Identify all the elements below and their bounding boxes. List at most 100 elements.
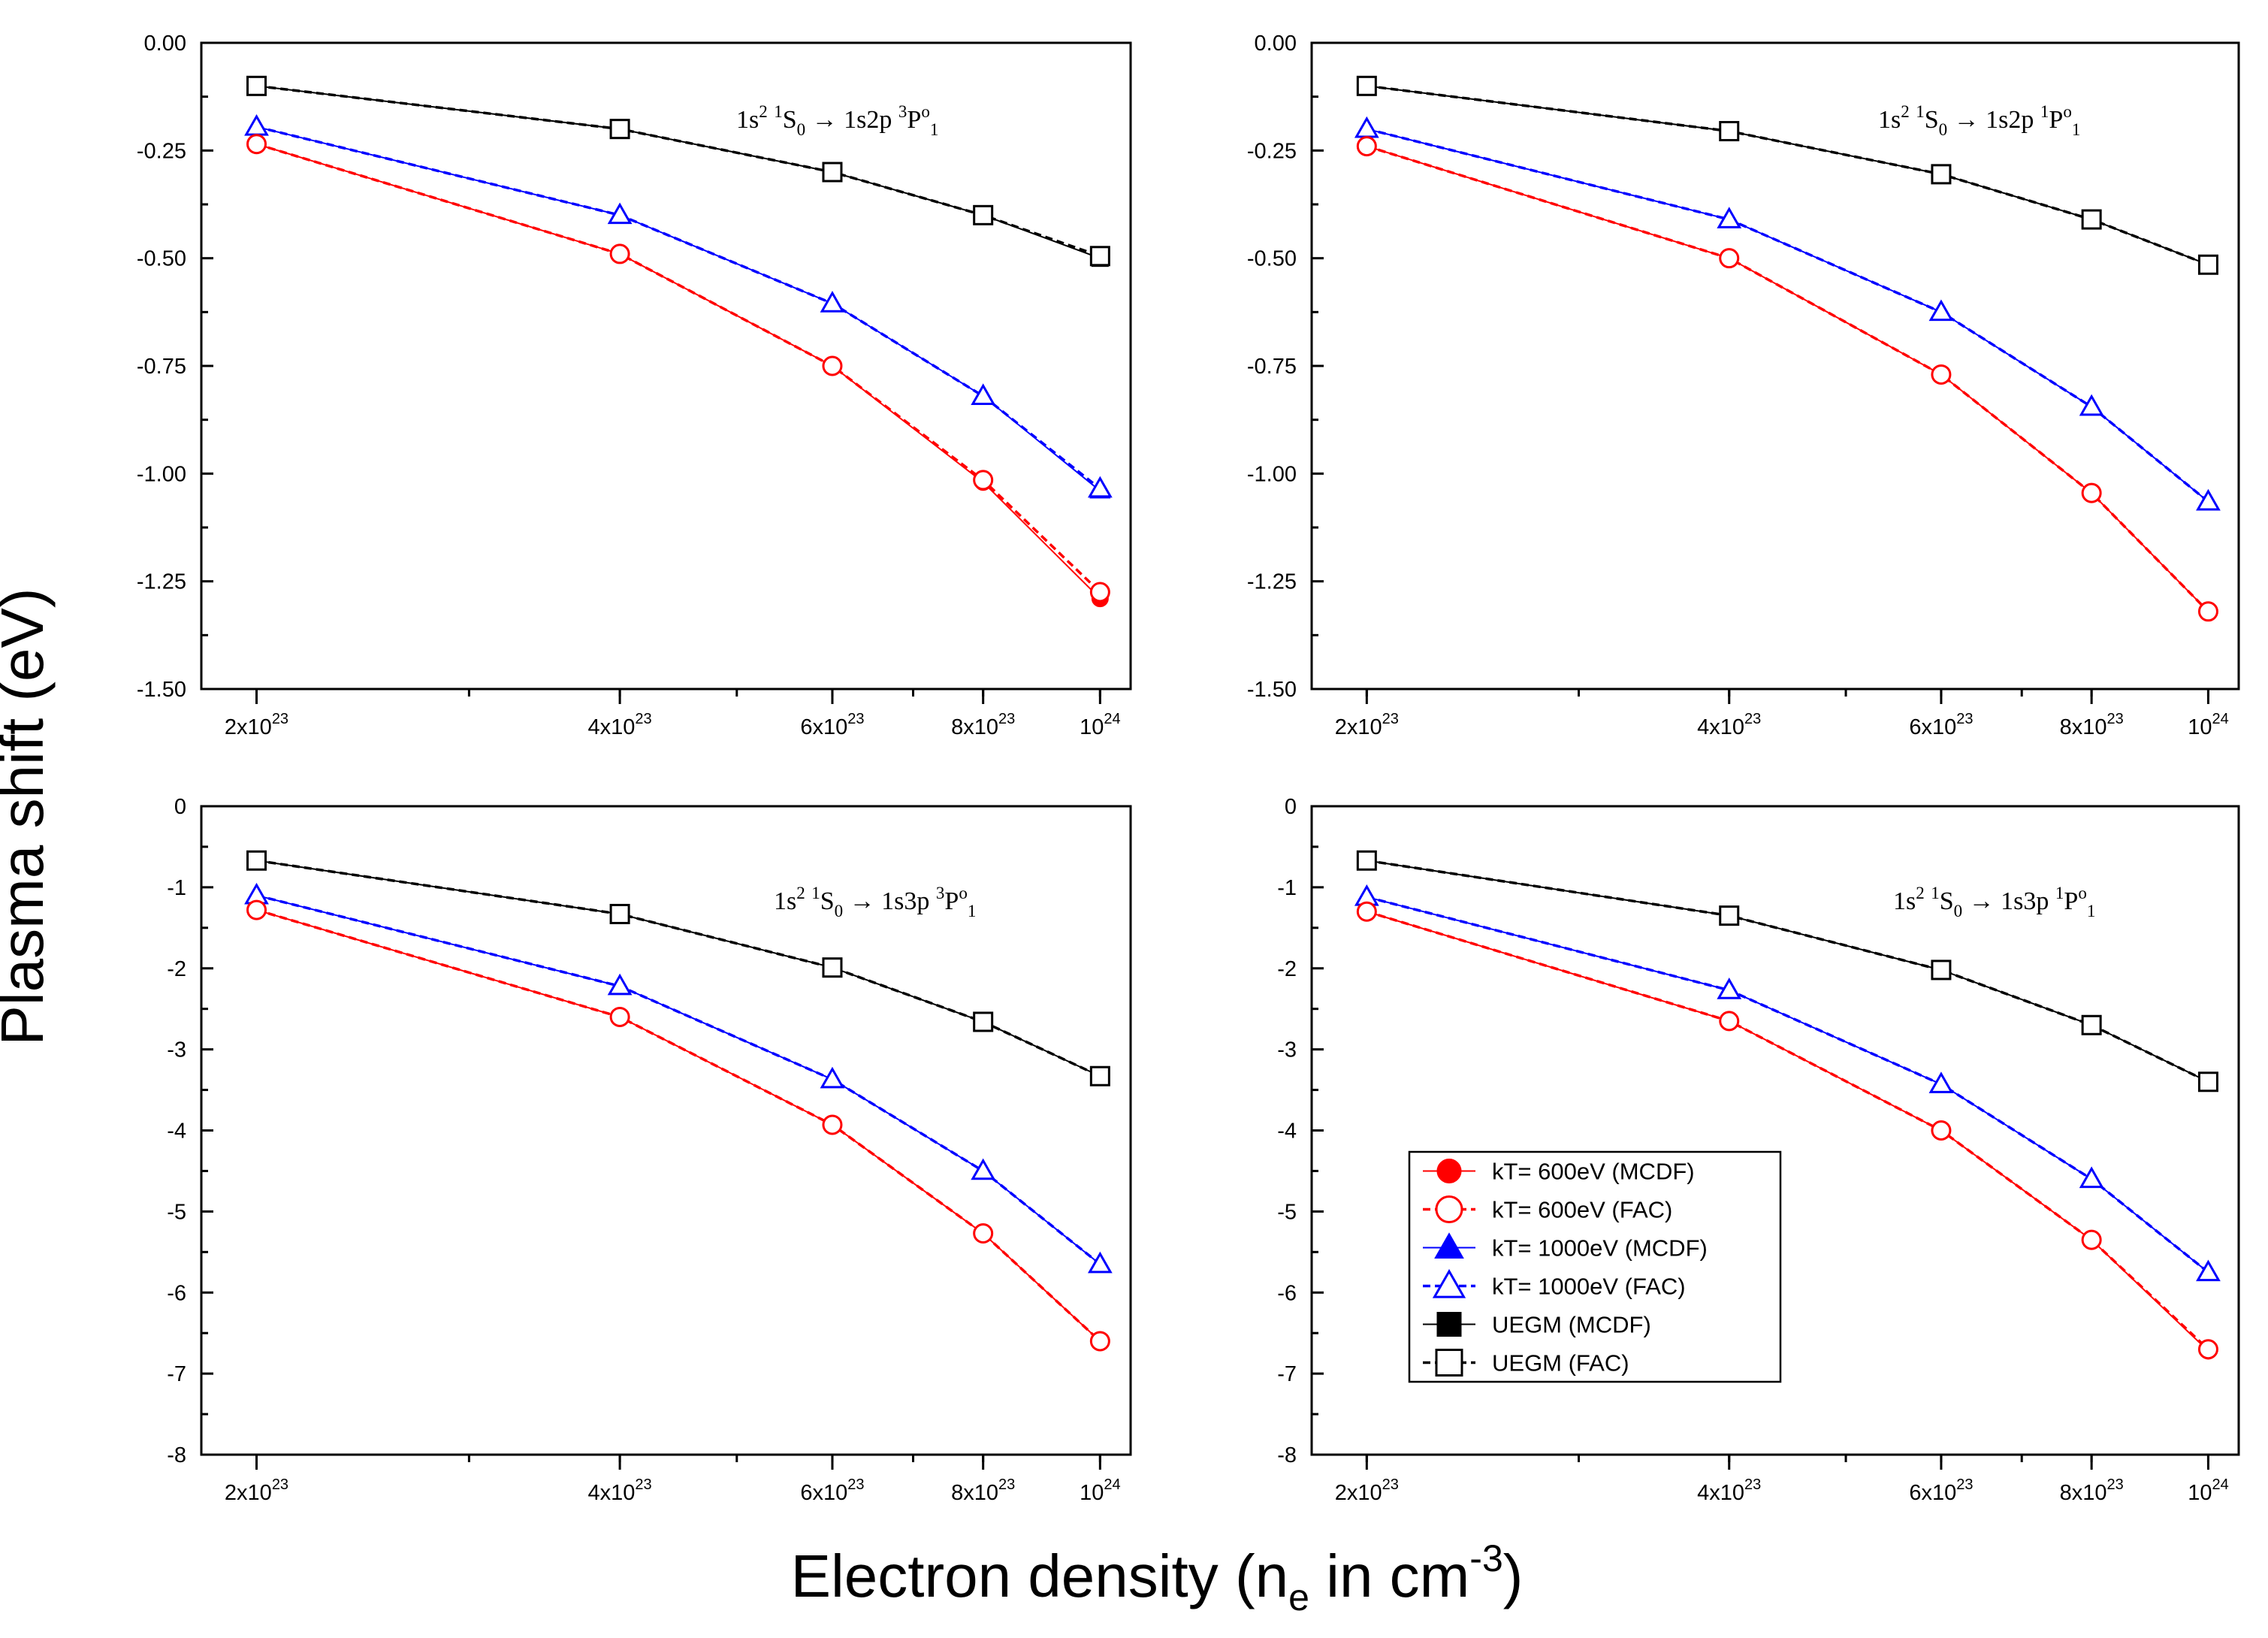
series-kt-1000ev-fac- [244, 882, 1113, 1274]
x-tick-label: 8x1023 [2060, 711, 2124, 739]
data-point [1356, 75, 1377, 96]
data-point [2197, 254, 2218, 275]
legend-marker [1432, 1268, 1466, 1298]
data-point [822, 162, 843, 183]
data-point [1931, 960, 1952, 981]
plot-frame [200, 41, 1132, 691]
data-point [609, 903, 630, 924]
data-point [609, 1006, 630, 1027]
x-tick-label: 1024 [2188, 1476, 2229, 1505]
data-point [246, 134, 267, 155]
y-tick-label: -0.50 [137, 247, 186, 271]
legend-marker [1435, 1195, 1463, 1223]
series-uegm-fac- [1356, 75, 2218, 275]
series-kt-1000ev-fac- [244, 113, 1113, 498]
data-point [2081, 1014, 2102, 1035]
legend-label: kT= 1000eV (MCDF) [1492, 1235, 1708, 1262]
y-tick-label: -3 [167, 1038, 186, 1062]
legend-label: kT= 1000eV (FAC) [1492, 1274, 1686, 1300]
data-point [607, 202, 633, 225]
x-tick-label: 2x1023 [225, 711, 288, 739]
y-tick-label: -0.25 [137, 139, 186, 163]
legend-label: kT= 600eV (MCDF) [1492, 1159, 1695, 1185]
series-line [1367, 859, 2209, 1083]
x-tick-label: 8x1023 [951, 711, 1015, 739]
data-point [973, 1011, 994, 1032]
series-line [1367, 84, 2209, 266]
y-tick-label: -2 [1277, 957, 1297, 981]
y-tick-label: 0.00 [144, 32, 186, 56]
y-tick-label: 0 [174, 795, 186, 819]
data-point [1719, 121, 1740, 142]
legend-marker [1435, 1349, 1463, 1377]
data-point [1356, 901, 1377, 922]
legend-marker [1434, 1232, 1464, 1259]
panel-1: 0.00 -0.25 -0.50 -0.75 -1.00 -1.25 -1.50 2x1023… [137, 32, 1132, 739]
data-point [1719, 905, 1740, 926]
y-tick-label: -6 [167, 1281, 186, 1305]
data-point [2079, 394, 2104, 416]
x-tick-label: 6x1023 [800, 711, 864, 739]
data-point [1717, 978, 1742, 999]
data-point [822, 1114, 843, 1135]
series-uegm-fac- [246, 75, 1110, 267]
legend-entry: kT= 1000eV (FAC) [1423, 1268, 1686, 1300]
legend-entry: kT= 1000eV (MCDF) [1423, 1232, 1708, 1262]
x-tick-label: 4x1023 [588, 711, 652, 739]
y-tick-label: -5 [167, 1200, 186, 1224]
data-point [1717, 207, 1742, 228]
data-point [1087, 476, 1113, 498]
data-point [2081, 209, 2102, 230]
data-point [244, 113, 269, 136]
data-point [2197, 601, 2218, 622]
transition-label: 1s2 1S0 → 1s3p 1Po1 [1893, 884, 2095, 920]
series-line [256, 893, 1101, 1265]
x-tick-label: 1024 [1080, 1476, 1121, 1505]
x-tick-label: 2x1023 [225, 1476, 288, 1505]
x-tick-label: 4x1023 [1697, 711, 1761, 739]
data-point [1928, 299, 1954, 322]
series-line [256, 859, 1101, 1077]
data-point [2079, 1166, 2104, 1189]
y-tick-label: -1.00 [1247, 462, 1297, 486]
data-point [973, 204, 994, 225]
y-tick-label: -6 [1277, 1281, 1297, 1305]
data-point [971, 1158, 996, 1180]
series-kt-1000ev-fac- [1354, 116, 2221, 511]
x-tick-label: 2x1023 [1335, 1476, 1399, 1505]
series-uegm-fac- [1356, 850, 2218, 1093]
data-point [2197, 1071, 2218, 1093]
series-kt-600ev-mcdf- [248, 901, 1109, 1350]
x-tick-label: 1024 [1080, 711, 1121, 739]
panel-3: 0 -1 -2 -3 -4 -5 -6 -7 -8 2x1023 4x1023 6x1023 8x102… [167, 795, 1132, 1505]
panel-2: 0.00 -0.25 -0.50 -0.75 -1.00 -1.25 -1.50 2x1023… [1247, 32, 2240, 739]
x-tick-label: 6x1023 [800, 1476, 864, 1505]
data-point [2197, 1339, 2218, 1360]
x-tick-label: 8x1023 [951, 1476, 1015, 1505]
data-point [2196, 1259, 2221, 1282]
y-tick-label: -0.75 [1247, 355, 1297, 379]
series-line [256, 909, 1101, 1342]
data-point [2081, 1229, 2102, 1250]
y-tick-label: -8 [167, 1443, 186, 1467]
legend-marker [1436, 1312, 1462, 1337]
series-kt-600ev-fac- [1356, 136, 2218, 622]
data-point [1089, 1065, 1110, 1086]
y-tick-label: -1.00 [137, 462, 186, 486]
y-tick-label: -1 [167, 876, 186, 900]
legend-marker [1436, 1159, 1462, 1183]
series-line [1366, 144, 2209, 613]
data-point [609, 243, 630, 264]
x-tick-label: 4x1023 [588, 1476, 652, 1505]
legend-label: UEGM (FAC) [1492, 1350, 1629, 1377]
data-point [1719, 248, 1740, 269]
data-point [820, 1066, 845, 1089]
legend-entry: UEGM (MCDF) [1423, 1312, 1651, 1338]
data-point [971, 383, 996, 405]
data-point [1356, 136, 1377, 157]
y-tick-label: -2 [167, 957, 186, 981]
series-line [256, 84, 1101, 258]
data-point [822, 355, 843, 376]
data-point [1354, 116, 1379, 138]
